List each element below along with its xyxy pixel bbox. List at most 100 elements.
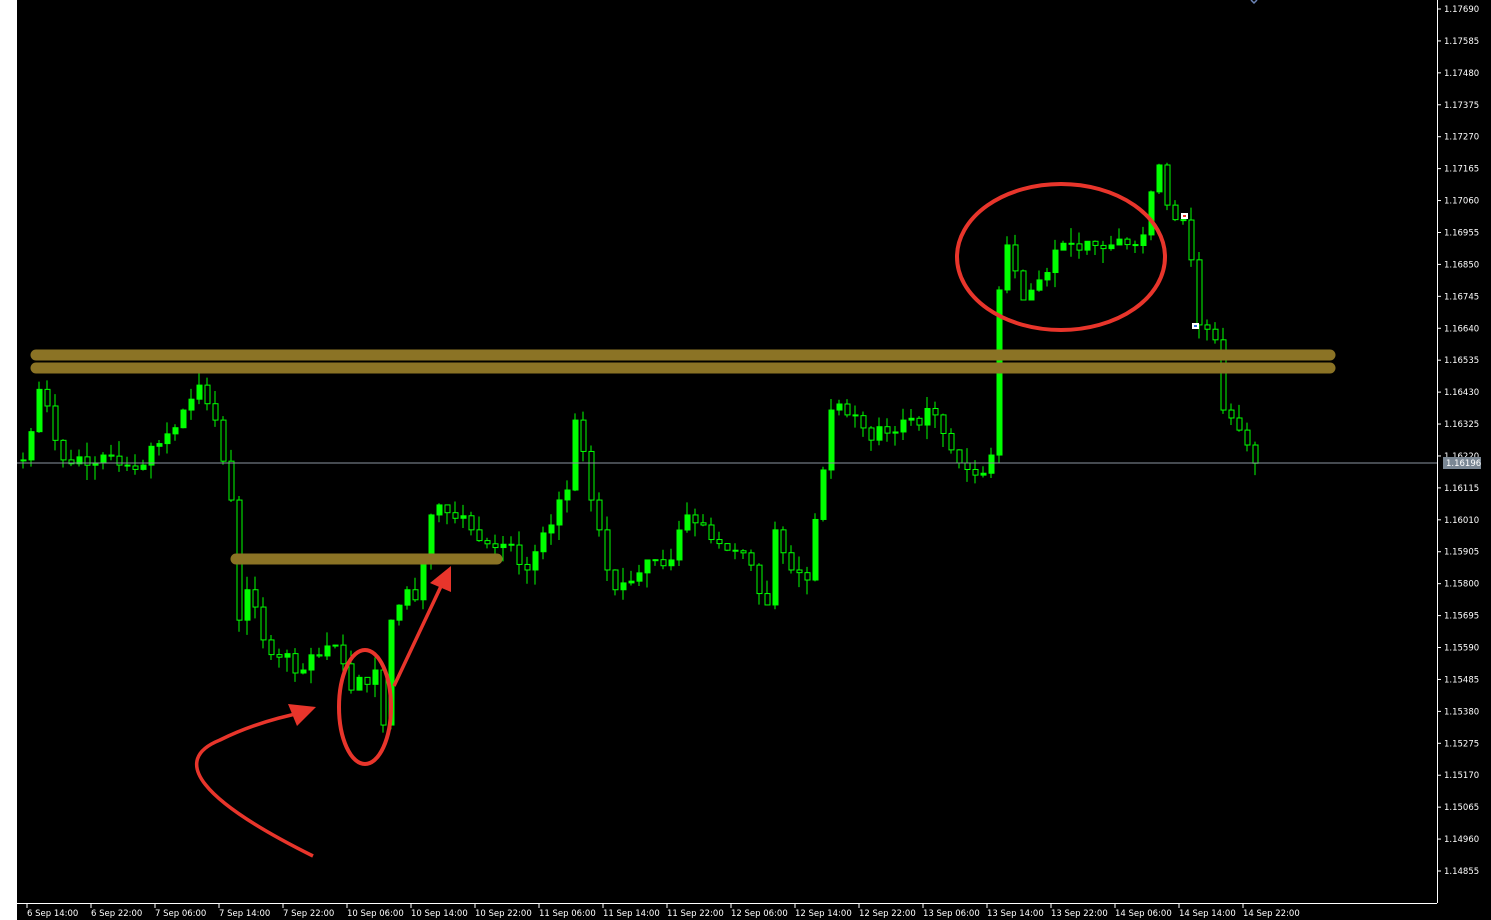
- candle: [596, 492, 603, 537]
- time-tick-label: 7 Sep 06:00: [155, 909, 206, 919]
- price-tick-label: 1.17690: [1444, 5, 1479, 15]
- candle: [540, 526, 547, 560]
- candle: [212, 390, 219, 427]
- candle: [1108, 235, 1115, 251]
- candle: [764, 580, 771, 606]
- candle: [228, 449, 235, 503]
- candle: [1140, 226, 1147, 254]
- price-tick-label: 1.16850: [1444, 260, 1479, 270]
- candle: [76, 449, 83, 467]
- candle: [1172, 200, 1179, 222]
- candle: [884, 418, 891, 442]
- time-tick-label: 6 Sep 22:00: [91, 909, 142, 919]
- candle: [396, 604, 403, 626]
- candle: [1156, 163, 1163, 195]
- candle: [1116, 228, 1123, 246]
- time-tick-label: 12 Sep 06:00: [731, 909, 788, 919]
- candle: [716, 531, 723, 549]
- candle: [340, 634, 347, 674]
- candle: [108, 444, 115, 461]
- candle: [1236, 404, 1243, 432]
- time-tick-label: 11 Sep 06:00: [539, 909, 596, 919]
- price-tick-label: 1.15695: [1444, 612, 1479, 622]
- candle: [732, 543, 739, 560]
- time-tick-label: 14 Sep 22:00: [1243, 909, 1300, 919]
- time-tick-label: 10 Sep 22:00: [475, 909, 532, 919]
- candle: [908, 409, 915, 426]
- candle: [1076, 232, 1083, 259]
- price-tick-label: 1.15170: [1444, 771, 1479, 781]
- time-tick-label: 12 Sep 22:00: [859, 909, 916, 919]
- time-tick-label: 11 Sep 14:00: [603, 909, 660, 919]
- candle: [772, 521, 779, 610]
- candle: [252, 576, 259, 619]
- candle: [1228, 403, 1235, 425]
- candle: [532, 544, 539, 585]
- candle: [1148, 190, 1155, 241]
- candle: [828, 399, 835, 479]
- candle: [564, 480, 571, 513]
- current-price-label: 1.16196: [1446, 459, 1481, 469]
- candle: [652, 559, 659, 566]
- price-tick-label: 1.17060: [1444, 197, 1479, 207]
- candle: [1092, 240, 1099, 256]
- time-tick-label: 7 Sep 22:00: [283, 909, 334, 919]
- price-tick-label: 1.15065: [1444, 803, 1479, 813]
- candle: [1004, 236, 1011, 294]
- candle: [316, 647, 323, 658]
- candle: [1188, 207, 1195, 267]
- candle: [220, 416, 227, 465]
- annotation-circle-high: [955, 182, 1167, 332]
- candle: [932, 401, 939, 429]
- candle: [508, 536, 515, 552]
- candle: [972, 460, 979, 484]
- time-tick-label: 10 Sep 06:00: [347, 909, 404, 919]
- price-tick-label: 1.16325: [1444, 420, 1479, 430]
- candle: [492, 534, 499, 555]
- price-tick-label: 1.14855: [1444, 867, 1479, 877]
- candle: [500, 536, 507, 562]
- time-tick-label: 6 Sep 14:00: [27, 909, 78, 919]
- current-price-box: [1443, 457, 1481, 469]
- candle: [940, 413, 947, 447]
- time-tick-label: 11 Sep 22:00: [667, 909, 724, 919]
- candle: [516, 531, 523, 575]
- time-axis[interactable]: 6 Sep 14:00 6 Sep 22:00 7 Sep 06:00 7 Sep 1…: [26, 903, 1300, 919]
- candle: [372, 657, 379, 698]
- candle: [324, 632, 331, 660]
- price-tick-label: 1.17375: [1444, 101, 1479, 111]
- candle: [284, 649, 291, 672]
- time-tick-label: 13 Sep 22:00: [1051, 909, 1108, 919]
- time-tick-label: 12 Sep 14:00: [795, 909, 852, 919]
- candle: [916, 416, 923, 431]
- candle: [556, 491, 563, 541]
- candle: [44, 380, 51, 413]
- price-tick-label: 1.15590: [1444, 644, 1479, 654]
- price-tick-label: 1.17480: [1444, 69, 1479, 79]
- price-tick-label: 1.15800: [1444, 580, 1479, 590]
- candle: [364, 676, 371, 693]
- price-axis[interactable]: 1.17690 1.17585 1.17480 1.17375 1.17270 1.171…: [1437, 5, 1479, 877]
- price-tick-label: 1.16115: [1444, 484, 1479, 494]
- candle: [740, 549, 747, 560]
- candle: [796, 556, 803, 588]
- candle: [868, 425, 875, 451]
- candle: [1020, 269, 1027, 301]
- price-tick-label: 1.15380: [1444, 707, 1479, 717]
- candle: [780, 526, 787, 564]
- price-tick-label: 1.17165: [1444, 165, 1479, 175]
- candle: [20, 452, 27, 469]
- candle: [452, 501, 459, 524]
- price-tick-label: 1.17585: [1444, 37, 1479, 47]
- price-tick-label: 1.15905: [1444, 548, 1479, 558]
- price-tick-label: 1.16745: [1444, 292, 1479, 302]
- time-tick-label: 14 Sep 14:00: [1179, 909, 1236, 919]
- candle: [1244, 422, 1251, 452]
- time-tick-label: 13 Sep 06:00: [923, 909, 980, 919]
- candle: [844, 399, 851, 418]
- price-tick-label: 1.16010: [1444, 516, 1479, 526]
- candle: [292, 648, 299, 682]
- candle: [1068, 228, 1075, 257]
- price-tick-label: 1.16430: [1444, 388, 1479, 398]
